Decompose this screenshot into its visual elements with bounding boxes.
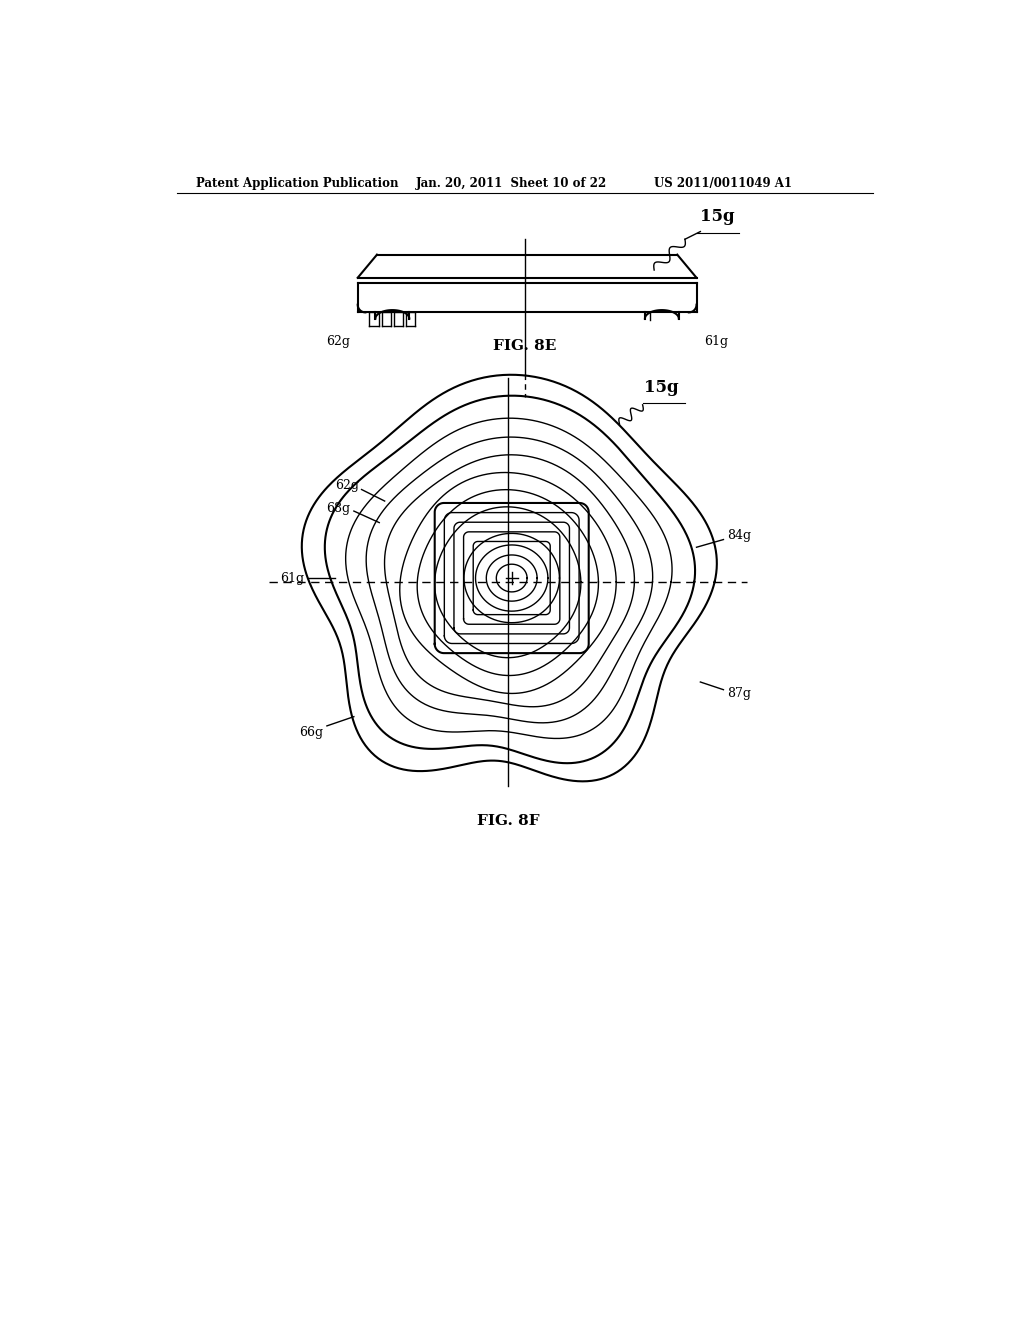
Text: 15g: 15g bbox=[644, 379, 679, 396]
Text: 62g: 62g bbox=[335, 479, 359, 492]
Text: 62g: 62g bbox=[327, 335, 350, 348]
Text: 15g: 15g bbox=[700, 209, 735, 226]
Text: FIG. 8E: FIG. 8E bbox=[494, 338, 556, 352]
Text: Jan. 20, 2011  Sheet 10 of 22: Jan. 20, 2011 Sheet 10 of 22 bbox=[416, 177, 606, 190]
Text: US 2011/0011049 A1: US 2011/0011049 A1 bbox=[654, 177, 793, 190]
Text: 84g: 84g bbox=[727, 529, 752, 543]
Text: Patent Application Publication: Patent Application Publication bbox=[196, 177, 398, 190]
Text: 68g: 68g bbox=[326, 502, 350, 515]
Text: 61g: 61g bbox=[280, 572, 304, 585]
Text: 61g: 61g bbox=[703, 335, 728, 348]
Text: 87g: 87g bbox=[727, 686, 752, 700]
Text: FIG. 8F: FIG. 8F bbox=[476, 813, 540, 828]
Text: 66g: 66g bbox=[299, 726, 323, 739]
